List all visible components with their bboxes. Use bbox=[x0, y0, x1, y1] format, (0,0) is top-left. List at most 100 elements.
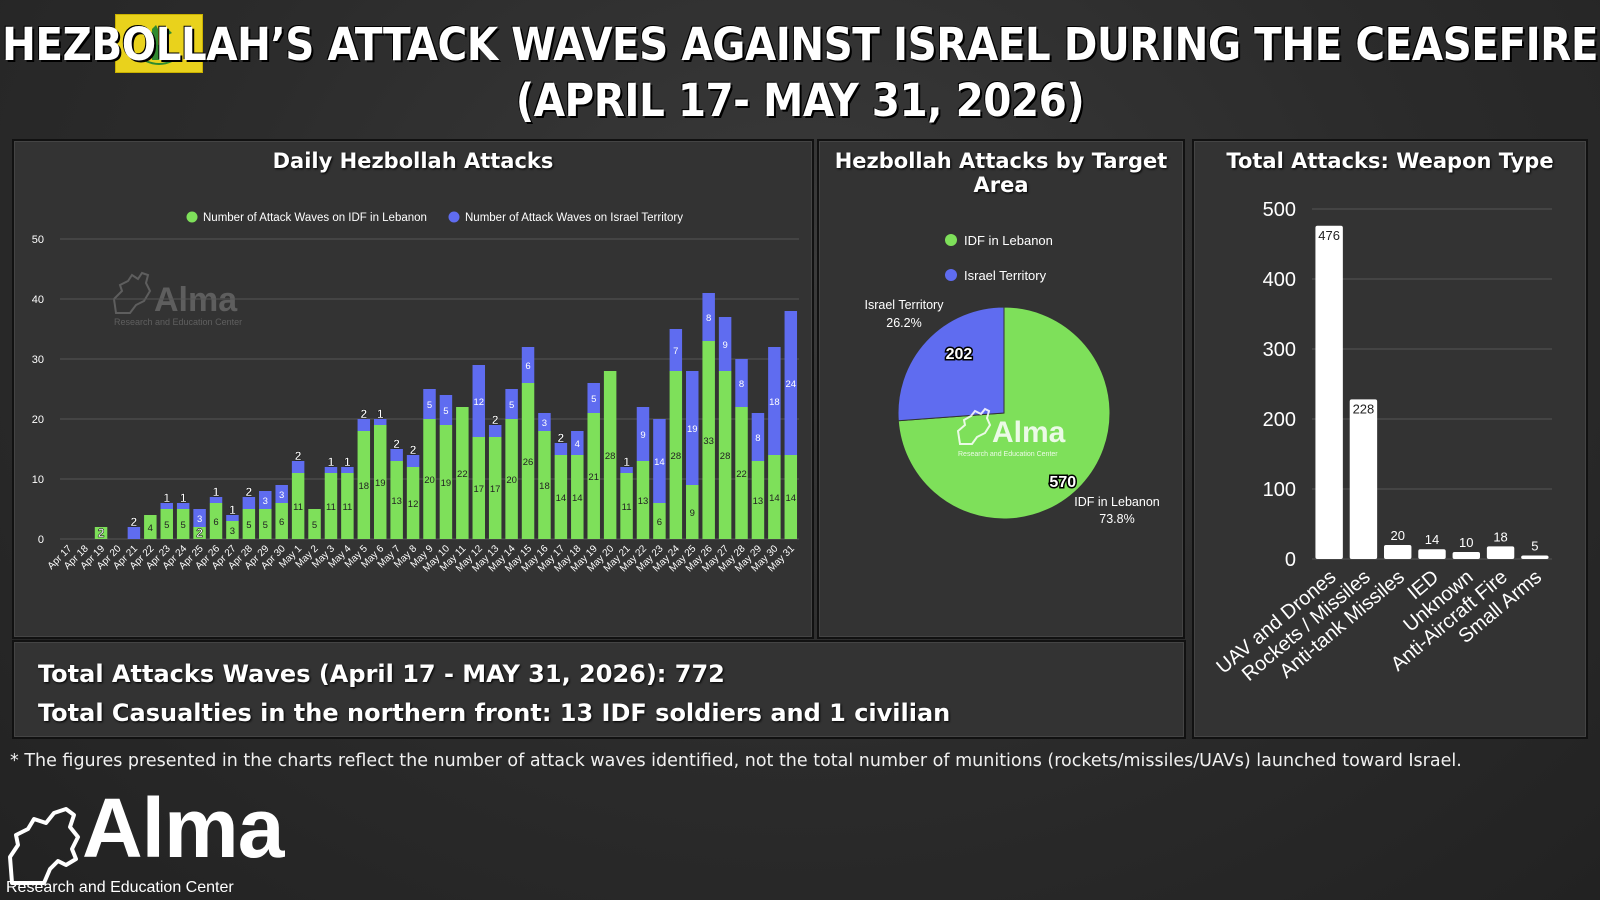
bar-israel-territory bbox=[686, 371, 699, 485]
bar-idf-lebanon bbox=[702, 341, 715, 539]
flag-emblem-icon bbox=[116, 15, 202, 72]
daily-attacks-title: Daily Hezbollah Attacks bbox=[272, 149, 554, 173]
data-label-israel-territory: 12 bbox=[473, 397, 484, 408]
bar-idf-lebanon bbox=[735, 407, 748, 539]
data-label-idf-lebanon: 6 bbox=[657, 517, 662, 528]
weapon-bar bbox=[1452, 552, 1480, 559]
bar-israel-territory bbox=[718, 317, 732, 371]
pie-outside-percent: 73.8% bbox=[1099, 512, 1134, 526]
bar-israel-territory bbox=[291, 461, 305, 473]
bar-idf-lebanon bbox=[669, 371, 683, 539]
alma-logo-text: Alma bbox=[82, 781, 284, 875]
data-label-idf-lebanon: 14 bbox=[572, 493, 583, 504]
bar-israel-territory bbox=[324, 467, 338, 473]
data-label-idf-lebanon: 5 bbox=[246, 520, 251, 531]
pie-outside-percent: 26.2% bbox=[886, 316, 921, 330]
y-tick-label: 0 bbox=[38, 534, 44, 546]
weapon-bar bbox=[1315, 225, 1343, 560]
data-label-israel-territory: 5 bbox=[443, 406, 448, 417]
bar-israel-territory bbox=[505, 389, 518, 419]
target-area-panel: Hezbollah Attacks by Target Area IDF in … bbox=[817, 139, 1185, 639]
watermark-subtitle: Research and Education Center bbox=[114, 317, 242, 327]
bar-idf-lebanon bbox=[488, 437, 502, 539]
bar-idf-lebanon bbox=[718, 371, 732, 539]
data-label-israel-territory: 8 bbox=[755, 433, 760, 444]
weapon-y-tick-label: 500 bbox=[1263, 199, 1296, 221]
pie-alma-watermark: Alma Research and Education Center bbox=[956, 407, 1066, 458]
hezbollah-flag-logo bbox=[115, 14, 203, 73]
bar-idf-lebanon bbox=[554, 455, 568, 539]
bar-idf-lebanon bbox=[94, 527, 108, 539]
bar-idf-lebanon bbox=[439, 425, 453, 539]
data-label-israel-territory: 2 bbox=[246, 485, 253, 499]
data-label-idf-lebanon: 28 bbox=[671, 451, 682, 462]
data-label-idf-lebanon: 11 bbox=[326, 502, 336, 513]
page-title: HEZBOLLAH’S ATTACK WAVES AGAINST ISRAEL … bbox=[1, 18, 1599, 71]
bar-idf-lebanon bbox=[160, 509, 173, 539]
bar-israel-territory bbox=[406, 455, 420, 467]
data-label-idf-lebanon: 12 bbox=[408, 499, 419, 510]
data-label-idf-lebanon: 6 bbox=[213, 517, 218, 528]
data-label-idf-lebanon: 19 bbox=[375, 478, 386, 489]
bar-idf-lebanon bbox=[521, 383, 535, 539]
bar-idf-lebanon bbox=[653, 503, 666, 539]
bar-idf-lebanon bbox=[423, 419, 436, 539]
pie-outside-label: Israel Territory bbox=[865, 298, 945, 312]
total-casualties: Total Casualties in the northern front: … bbox=[38, 699, 951, 727]
weapon-data-label: 20 bbox=[1390, 528, 1404, 543]
data-label-idf-lebanon: 28 bbox=[720, 451, 731, 462]
data-label-idf-lebanon: 6 bbox=[279, 517, 284, 528]
bar-idf-lebanon bbox=[390, 461, 403, 539]
y-tick-label: 30 bbox=[32, 354, 44, 366]
weapon-y-tick-label: 300 bbox=[1263, 339, 1296, 361]
bar-israel-territory bbox=[751, 413, 765, 461]
page-subtitle-dates: (APRIL 17- MAY 31, 2026) bbox=[515, 74, 1085, 127]
data-label-idf-lebanon: 9 bbox=[690, 508, 695, 519]
total-attack-waves: Total Attacks Waves (April 17 - MAY 31, … bbox=[38, 660, 725, 688]
weapon-bar bbox=[1418, 549, 1446, 559]
bar-israel-territory bbox=[784, 311, 798, 455]
bar-idf-lebanon bbox=[308, 509, 321, 539]
bar-idf-lebanon bbox=[505, 419, 518, 539]
legend-swatch-idf-lebanon bbox=[186, 211, 198, 223]
data-label-israel-territory: 2 bbox=[295, 449, 302, 463]
data-label-idf-lebanon: 14 bbox=[769, 493, 780, 504]
bar-israel-territory bbox=[176, 503, 190, 509]
data-label-idf-lebanon: 2 bbox=[98, 526, 105, 540]
data-label-israel-territory: 2 bbox=[393, 437, 400, 451]
pie-legend-swatch bbox=[945, 269, 957, 281]
data-label-israel-territory: 3 bbox=[279, 490, 284, 501]
bar-israel-territory bbox=[439, 395, 453, 425]
data-label-israel-territory: 9 bbox=[640, 430, 645, 441]
data-label-israel-territory: 5 bbox=[509, 400, 514, 411]
data-label-israel-territory: 5 bbox=[591, 394, 596, 405]
data-label-idf-lebanon: 19 bbox=[441, 478, 452, 489]
data-label-israel-territory: 2 bbox=[558, 431, 565, 445]
y-tick-label: 20 bbox=[32, 414, 44, 426]
weapon-bar bbox=[1486, 546, 1515, 559]
data-label-israel-territory: 5 bbox=[427, 400, 432, 411]
bar-idf-lebanon bbox=[603, 371, 617, 539]
pie-outside-label: IDF in Lebanon bbox=[1074, 495, 1160, 509]
legend-label-israel-territory: Number of Attack Waves on Israel Territo… bbox=[465, 212, 683, 224]
bar-israel-territory bbox=[653, 419, 666, 503]
bar-idf-lebanon bbox=[538, 431, 551, 539]
legend-swatch-israel-territory bbox=[448, 211, 460, 223]
weapon-data-label: 14 bbox=[1425, 532, 1439, 547]
data-label-idf-lebanon: 3 bbox=[230, 526, 235, 537]
bar-israel-territory bbox=[554, 443, 568, 455]
bar-idf-lebanon bbox=[242, 509, 256, 539]
bar-israel-territory bbox=[390, 449, 403, 461]
data-label-idf-lebanon: 4 bbox=[148, 523, 153, 534]
bar-israel-territory bbox=[209, 497, 223, 503]
alma-map-icon bbox=[8, 807, 80, 885]
bar-idf-lebanon bbox=[259, 509, 272, 539]
bar-israel-territory bbox=[521, 347, 535, 383]
data-label-israel-territory: 1 bbox=[344, 455, 351, 469]
bar-idf-lebanon bbox=[291, 473, 305, 539]
bar-idf-lebanon bbox=[373, 425, 387, 539]
bar-idf-lebanon bbox=[275, 503, 288, 539]
data-label-israel-territory: 9 bbox=[722, 340, 727, 351]
data-label-israel-territory: 14 bbox=[654, 457, 665, 468]
